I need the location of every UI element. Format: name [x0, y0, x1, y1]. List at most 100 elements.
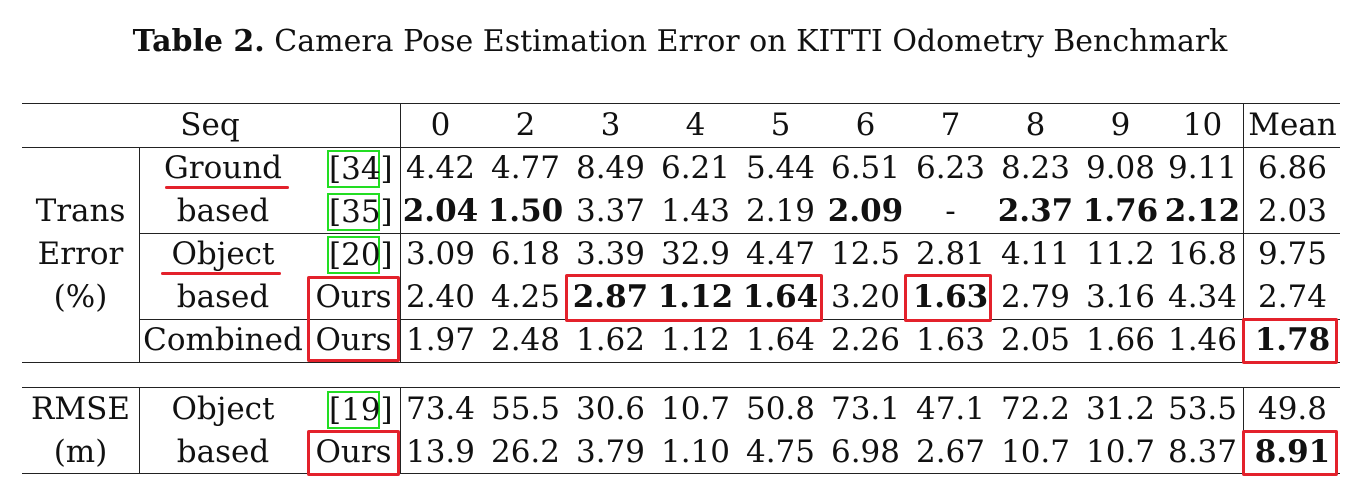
vrule-mean [1243, 103, 1244, 362]
method-label-combined: Combined [143, 322, 303, 358]
table-cell: 3.37 [575, 193, 646, 229]
table-cell-mean: 8.91 [1254, 434, 1331, 470]
table-cell: 1.76 [1082, 193, 1159, 229]
method-label-rmse-based: based [176, 434, 270, 470]
table-cell: 73.1 [830, 391, 901, 427]
table-cell-mean: 1.78 [1254, 322, 1331, 358]
rule-trans-bottom [22, 362, 1340, 363]
header-seq-3: 3 [600, 107, 621, 143]
table-cell: 3.39 [575, 236, 646, 272]
table-cell: 8.49 [575, 150, 646, 186]
table-cell: 8.23 [1000, 150, 1071, 186]
rule-header [22, 147, 1340, 148]
header-seq-10: 10 [1182, 107, 1223, 143]
table-cell: 1.62 [575, 322, 646, 358]
table-cell: 47.1 [915, 391, 986, 427]
table-cell: 2.26 [830, 322, 901, 358]
table-cell: 9.08 [1085, 150, 1156, 186]
header-seq-4: 4 [685, 107, 706, 143]
table-cell: 31.2 [1085, 391, 1156, 427]
method-label-ground-based: based [176, 193, 270, 229]
table-cell: 1.12 [660, 322, 731, 358]
method-label-object: Object [171, 236, 275, 272]
table-cell: 2.12 [1164, 193, 1241, 229]
table-cell: 50.8 [745, 391, 816, 427]
table-cell: 1.10 [660, 434, 731, 470]
header-mean: Mean [1248, 107, 1337, 143]
table-cell: 10.7 [1085, 434, 1156, 470]
highlight-box-seq-7 [904, 274, 992, 322]
vrule-group [139, 147, 140, 362]
table-cell: 1.46 [1167, 322, 1238, 358]
table-cell: 6.18 [490, 236, 561, 272]
vrule-ref [400, 103, 401, 362]
table-caption: Table 2. Camera Pose Estimation Error on… [0, 24, 1360, 59]
table-cell: 11.2 [1085, 236, 1156, 272]
table-cell: 9.11 [1167, 150, 1238, 186]
table-cell: 13.9 [405, 434, 476, 470]
table-cell: 6.23 [915, 150, 986, 186]
rule-rmse-top [22, 387, 1340, 388]
method-ours-label: Ours [315, 322, 392, 358]
table-cell: 2.81 [915, 236, 986, 272]
table-cell: 55.5 [490, 391, 561, 427]
vrule-ref-rmse [400, 387, 401, 473]
highlight-underline-object [161, 272, 281, 275]
table-cell: 2.09 [827, 193, 904, 229]
table-cell-mean: 9.75 [1257, 236, 1328, 272]
table-cell: 1.12 [657, 279, 734, 315]
table-cell: 2.05 [1000, 322, 1071, 358]
table-cell: 2.19 [745, 193, 816, 229]
table-cell: 2.79 [1000, 279, 1071, 315]
table-cell: 4.47 [745, 236, 816, 272]
table-cell: 2.37 [997, 193, 1074, 229]
table-cell: 6.21 [660, 150, 731, 186]
header-seq-6: 6 [855, 107, 876, 143]
table-cell: 72.2 [1000, 391, 1071, 427]
table-cell: - [945, 193, 956, 229]
header-seq-7: 7 [940, 107, 961, 143]
table-cell: 1.50 [487, 193, 564, 229]
table-cell: 6.98 [830, 434, 901, 470]
table-cell: 3.16 [1085, 279, 1156, 315]
highlight-underline-ground [165, 186, 289, 189]
table-cell: 3.79 [575, 434, 646, 470]
highlight-box-ours-rmse [307, 430, 400, 476]
table-cell-mean: 49.8 [1257, 391, 1328, 427]
caption-label: Table 2. [132, 24, 265, 59]
citation-ref: [34] [327, 150, 393, 188]
highlight-box-mean-combined [1242, 318, 1338, 364]
table-cell: 1.63 [912, 279, 989, 315]
table-cell: 53.5 [1167, 391, 1238, 427]
table-cell: 16.8 [1167, 236, 1238, 272]
table-cell: 6.51 [830, 150, 901, 186]
citation-ref: [19] [327, 391, 393, 429]
group-label-rmse: RMSE [31, 391, 130, 427]
citation-ref: [20] [327, 236, 393, 274]
table-cell: 1.64 [745, 322, 816, 358]
header-seq-9: 9 [1110, 107, 1131, 143]
citation-ref: [35] [327, 193, 393, 231]
table-cell: 4.77 [490, 150, 561, 186]
rule-top [22, 103, 1340, 104]
method-label-object-based: based [176, 279, 270, 315]
table-cell: 2.48 [490, 322, 561, 358]
table-cell-mean: 2.74 [1257, 279, 1328, 315]
header-seq-0: 0 [430, 107, 451, 143]
table-cell: 30.6 [575, 391, 646, 427]
header-seq-2: 2 [515, 107, 536, 143]
header-seq-8: 8 [1025, 107, 1046, 143]
table-cell: 2.40 [405, 279, 476, 315]
table-cell: 1.97 [405, 322, 476, 358]
table-cell: 10.7 [660, 391, 731, 427]
table-cell: 1.66 [1085, 322, 1156, 358]
method-label-rmse-object: Object [171, 391, 275, 427]
vrule-group-rmse [139, 387, 140, 473]
highlight-box-seq-3-5 [565, 274, 823, 322]
table-cell: 4.42 [405, 150, 476, 186]
rule-mid-1 [140, 233, 1340, 234]
table-cell: 12.5 [830, 236, 901, 272]
table-cell: 2.04 [402, 193, 479, 229]
table-cell: 1.63 [915, 322, 986, 358]
table-cell: 26.2 [490, 434, 561, 470]
